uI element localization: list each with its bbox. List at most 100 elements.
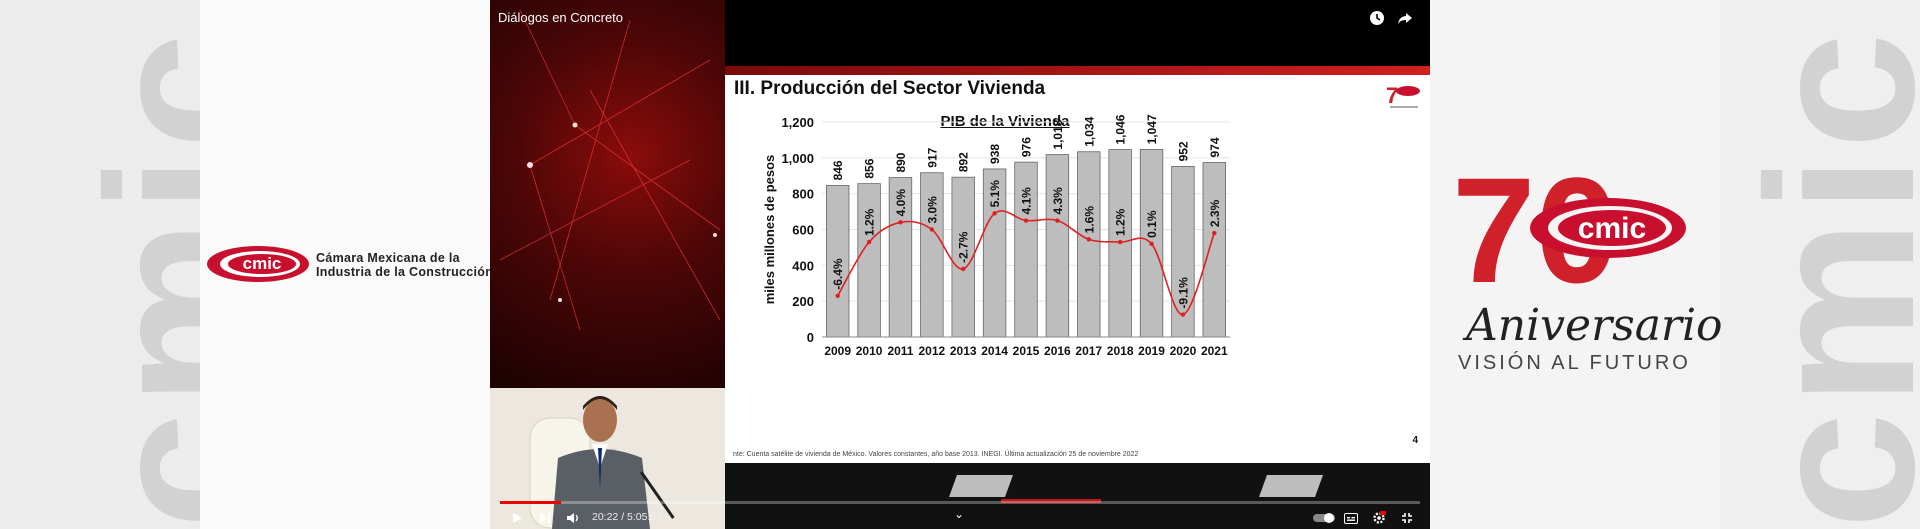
x-tick-label: 2018 bbox=[1107, 344, 1134, 358]
growth-label: 1.2% bbox=[1114, 208, 1128, 236]
y-tick-label: 1,200 bbox=[781, 115, 814, 130]
growth-label: 5.1% bbox=[988, 180, 1002, 208]
growth-point bbox=[1180, 312, 1186, 317]
top-black-bar bbox=[725, 0, 1430, 66]
progress-bar-fill bbox=[500, 501, 561, 504]
y-tick-label: 800 bbox=[792, 187, 814, 202]
bar-value-label: 952 bbox=[1176, 141, 1190, 161]
bar-value-label: 976 bbox=[1020, 137, 1034, 157]
x-tick-label: 2013 bbox=[950, 344, 977, 358]
growth-point bbox=[866, 239, 872, 245]
slide-page-number: 4 bbox=[1412, 435, 1418, 446]
subtitles-icon[interactable] bbox=[1342, 509, 1360, 527]
volume-icon[interactable] bbox=[564, 509, 582, 527]
x-tick-label: 2015 bbox=[1013, 344, 1040, 358]
organization-name-line1: Cámara Mexicana de la bbox=[316, 251, 460, 265]
growth-point bbox=[961, 266, 966, 272]
growth-point bbox=[992, 211, 997, 216]
y-tick-label: 400 bbox=[792, 258, 814, 273]
growth-label: -6.4% bbox=[831, 258, 845, 290]
growth-point bbox=[1086, 237, 1091, 242]
growth-label: 4.0% bbox=[894, 189, 908, 217]
x-tick-label: 2011 bbox=[887, 344, 913, 358]
y-axis-label: miles millones de pesos bbox=[762, 155, 777, 305]
x-tick-label: 2010 bbox=[856, 344, 883, 358]
bar-value-label: 917 bbox=[925, 147, 939, 167]
bar bbox=[1045, 154, 1070, 338]
video-player[interactable]: Diálogos en Concreto III. Producción del… bbox=[490, 0, 1430, 529]
growth-label: 2.3% bbox=[1208, 199, 1222, 227]
speaker-video-inset bbox=[490, 388, 725, 529]
autoplay-toggle[interactable] bbox=[1312, 509, 1336, 527]
player-controls: 20:22 / 5:05:05 ⌄ bbox=[490, 507, 1430, 529]
growth-label: 4.1% bbox=[1020, 187, 1034, 215]
background-letters-right: cmic bbox=[1723, 26, 1920, 529]
growth-point bbox=[1117, 239, 1123, 245]
svg-text:7: 7 bbox=[1386, 83, 1398, 108]
cmic-logo-text: cmic bbox=[243, 254, 282, 273]
pib-vivienda-chart: 0 200 400 600 800 1,000 1,200 miles millones de… bbox=[762, 114, 1230, 358]
chevron-down-icon[interactable]: ⌄ bbox=[954, 507, 965, 521]
bar bbox=[857, 183, 881, 338]
time-display: 20:22 / 5:05:05 bbox=[592, 511, 663, 523]
footer-red-accent bbox=[1001, 499, 1101, 503]
x-tick-label: 2016 bbox=[1044, 344, 1071, 358]
y-tick-label: 0 bbox=[807, 330, 814, 345]
x-tick-label: 2009 bbox=[824, 344, 851, 358]
x-tick-label: 2014 bbox=[981, 344, 1008, 358]
top-right-actions bbox=[1368, 9, 1414, 27]
x-tick-label: 2017 bbox=[1075, 344, 1102, 358]
presentation-slide: III. Producción del Sector Vivienda 7 PI… bbox=[725, 75, 1430, 463]
bar-value-label: 856 bbox=[863, 158, 877, 178]
cmic-logo: cmic bbox=[207, 246, 309, 282]
x-tick-label: 2019 bbox=[1138, 344, 1165, 358]
slide-footer-strip bbox=[725, 463, 1430, 529]
growth-label: 1.2% bbox=[863, 208, 877, 236]
next-icon[interactable] bbox=[536, 509, 554, 527]
x-tick-label: 2020 bbox=[1170, 344, 1197, 358]
anniversary-subtitle: VISIÓN AL FUTURO bbox=[1458, 352, 1691, 374]
slide-header-bar bbox=[725, 66, 1430, 75]
growth-label: -9.1% bbox=[1176, 277, 1190, 309]
slide-anniversary-logo: 7 bbox=[1386, 83, 1420, 108]
bar-value-label: 1,046 bbox=[1114, 114, 1128, 144]
growth-label: 3.0% bbox=[925, 196, 939, 224]
bar-value-label: 974 bbox=[1208, 137, 1222, 157]
footer-thumbnail-left bbox=[948, 475, 1014, 497]
play-icon[interactable] bbox=[508, 509, 526, 527]
watch-later-icon[interactable] bbox=[1368, 9, 1386, 27]
growth-point bbox=[1149, 241, 1154, 247]
network-lines bbox=[499, 9, 721, 331]
x-tick-label: 2021 bbox=[1201, 344, 1228, 358]
progress-bar[interactable] bbox=[500, 501, 1420, 504]
bar-value-label: 1,018 bbox=[1051, 119, 1065, 149]
bar bbox=[1171, 166, 1195, 338]
bar bbox=[1202, 162, 1227, 338]
settings-icon[interactable] bbox=[1370, 509, 1388, 527]
growth-label: -2.7% bbox=[957, 231, 971, 263]
organization-name-line2: Industria de la Construcción bbox=[316, 265, 494, 279]
anniversary-logo-text: cmic bbox=[1578, 212, 1646, 245]
growth-point bbox=[898, 220, 903, 225]
bar-value-label: 890 bbox=[894, 152, 908, 172]
growth-point bbox=[1212, 230, 1217, 236]
video-title[interactable]: Diálogos en Concreto bbox=[498, 10, 624, 25]
bar-value-label: 938 bbox=[988, 144, 1002, 164]
growth-label: 1.6% bbox=[1082, 206, 1096, 234]
exit-fullscreen-icon[interactable] bbox=[1398, 509, 1416, 527]
growth-point bbox=[1023, 218, 1029, 223]
speaker-figure bbox=[490, 388, 725, 529]
y-tick-label: 600 bbox=[792, 223, 814, 238]
share-icon[interactable] bbox=[1396, 9, 1414, 27]
slide-source-note: nte: Cuenta satélite de vivienda de Méxi… bbox=[733, 451, 1139, 458]
bar-value-label: 1,034 bbox=[1082, 116, 1096, 146]
right-brand-panel bbox=[1430, 0, 1720, 529]
bar-value-label: 892 bbox=[957, 152, 971, 172]
anniversary-title: Aniversario bbox=[1466, 300, 1723, 351]
anniversary-logo: 70 cmic bbox=[1452, 150, 1686, 310]
bar-value-label: 846 bbox=[831, 160, 845, 180]
growth-point bbox=[835, 293, 840, 298]
growth-point bbox=[929, 227, 935, 232]
x-tick-label: 2012 bbox=[918, 344, 945, 358]
red-network-visual: Diálogos en Concreto bbox=[490, 0, 725, 388]
